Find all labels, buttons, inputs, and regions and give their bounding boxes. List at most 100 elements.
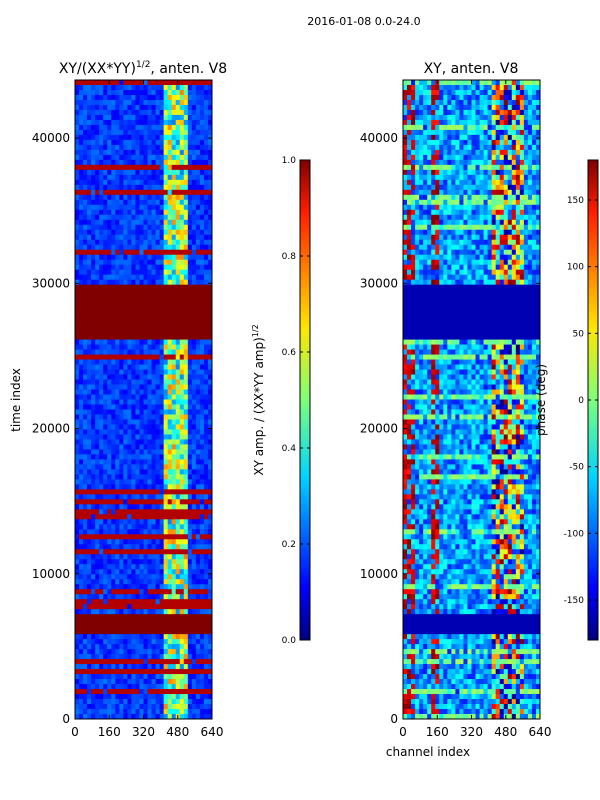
heatmap-cell — [103, 594, 108, 600]
heatmap-cell — [207, 129, 213, 136]
heatmap-cell — [151, 149, 156, 156]
heatmap-cell — [87, 554, 92, 560]
heatmap-cell — [83, 689, 88, 695]
heatmap-cell — [151, 619, 156, 625]
heatmap-cell — [119, 549, 124, 555]
heatmap-cell — [99, 119, 104, 126]
heatmap-cell — [511, 94, 517, 101]
heatmap-cell — [151, 564, 156, 570]
heatmap-cell — [195, 164, 201, 171]
heatmap-cell — [175, 254, 181, 261]
heatmap-cell — [163, 229, 168, 236]
heatmap-cell — [183, 384, 189, 390]
heatmap-cell — [183, 554, 189, 560]
heatmap-cell — [147, 539, 152, 545]
heatmap-cell — [511, 109, 517, 116]
heatmap-cell — [99, 124, 104, 131]
heatmap-cell — [179, 609, 185, 615]
heatmap-cell — [159, 164, 164, 171]
heatmap-cell — [443, 99, 448, 106]
heatmap-cell — [107, 249, 112, 256]
heatmap-cell — [155, 634, 160, 640]
heatmap-cell — [119, 194, 124, 201]
heatmap-cell — [119, 684, 124, 690]
heatmap-cell — [131, 534, 136, 540]
heatmap-cell — [107, 229, 112, 236]
heatmap-cell — [95, 199, 100, 206]
heatmap-cell — [195, 169, 201, 176]
heatmap-cell — [143, 144, 148, 151]
heatmap-cell — [127, 579, 132, 585]
heatmap-cell — [83, 704, 88, 710]
heatmap-cell — [167, 529, 173, 535]
heatmap-cell — [111, 664, 116, 670]
heatmap-cell — [175, 194, 181, 201]
heatmap-cell — [95, 409, 100, 415]
heatmap-cell — [119, 334, 124, 340]
heatmap-cell — [523, 84, 529, 91]
heatmap-cell — [115, 554, 120, 560]
heatmap-cell — [203, 80, 209, 86]
heatmap-cell — [95, 259, 100, 266]
heatmap-cell — [111, 159, 116, 166]
heatmap-cell — [187, 234, 193, 241]
heatmap-cell — [107, 139, 112, 146]
heatmap-cell — [111, 94, 116, 101]
heatmap-cell — [87, 94, 92, 101]
heatmap-cell — [183, 694, 189, 700]
heatmap-cell — [87, 399, 92, 405]
heatmap-cell — [119, 259, 124, 266]
heatmap-cell — [195, 459, 201, 465]
heatmap-cell — [183, 614, 189, 620]
heatmap-cell — [83, 469, 88, 475]
heatmap-cell — [143, 319, 148, 325]
heatmap-cell — [151, 114, 156, 121]
heatmap-cell — [163, 539, 168, 545]
heatmap-cell — [95, 384, 100, 390]
heatmap-cell — [171, 254, 177, 261]
heatmap-cell — [139, 539, 144, 545]
heatmap-cell — [75, 364, 80, 370]
heatmap-cell — [159, 214, 164, 221]
heatmap-cell — [99, 279, 104, 285]
heatmap-cell — [143, 154, 148, 161]
heatmap-cell — [107, 299, 112, 305]
heatmap-cell — [403, 159, 408, 166]
heatmap-cell — [199, 529, 205, 535]
heatmap-cell — [107, 454, 112, 460]
heatmap-cell — [179, 699, 185, 705]
heatmap-cell — [75, 534, 80, 540]
heatmap-cell — [87, 594, 92, 600]
heatmap-cell — [139, 554, 144, 560]
heatmap-cell — [167, 644, 173, 650]
heatmap-cell — [131, 174, 136, 181]
heatmap-cell — [123, 194, 128, 201]
heatmap-cell — [207, 144, 213, 151]
heatmap-cell — [483, 114, 488, 121]
heatmap-cell — [187, 564, 193, 570]
heatmap-cell — [455, 109, 460, 116]
heatmap-cell — [87, 264, 92, 270]
heatmap-cell — [187, 514, 193, 520]
heatmap-cell — [475, 94, 480, 101]
heatmap-cell — [499, 94, 505, 101]
heatmap-cell — [183, 94, 189, 101]
heatmap-cell — [79, 494, 84, 500]
heatmap-cell — [127, 80, 132, 86]
heatmap-cell — [151, 539, 156, 545]
heatmap-cell — [119, 699, 124, 705]
heatmap-cell — [107, 219, 112, 226]
heatmap-cell — [123, 559, 128, 565]
heatmap-cell — [171, 644, 177, 650]
heatmap-cell — [179, 484, 185, 490]
heatmap-cell — [199, 509, 205, 515]
heatmap-cell — [147, 274, 152, 280]
heatmap-cell — [103, 454, 108, 460]
heatmap-cell — [171, 464, 177, 470]
heatmap-cell — [135, 254, 140, 261]
heatmap-cell — [83, 559, 88, 565]
heatmap-cell — [119, 189, 124, 196]
heatmap-cell — [99, 544, 104, 550]
heatmap-cell — [151, 559, 156, 565]
heatmap-cell — [143, 289, 148, 295]
